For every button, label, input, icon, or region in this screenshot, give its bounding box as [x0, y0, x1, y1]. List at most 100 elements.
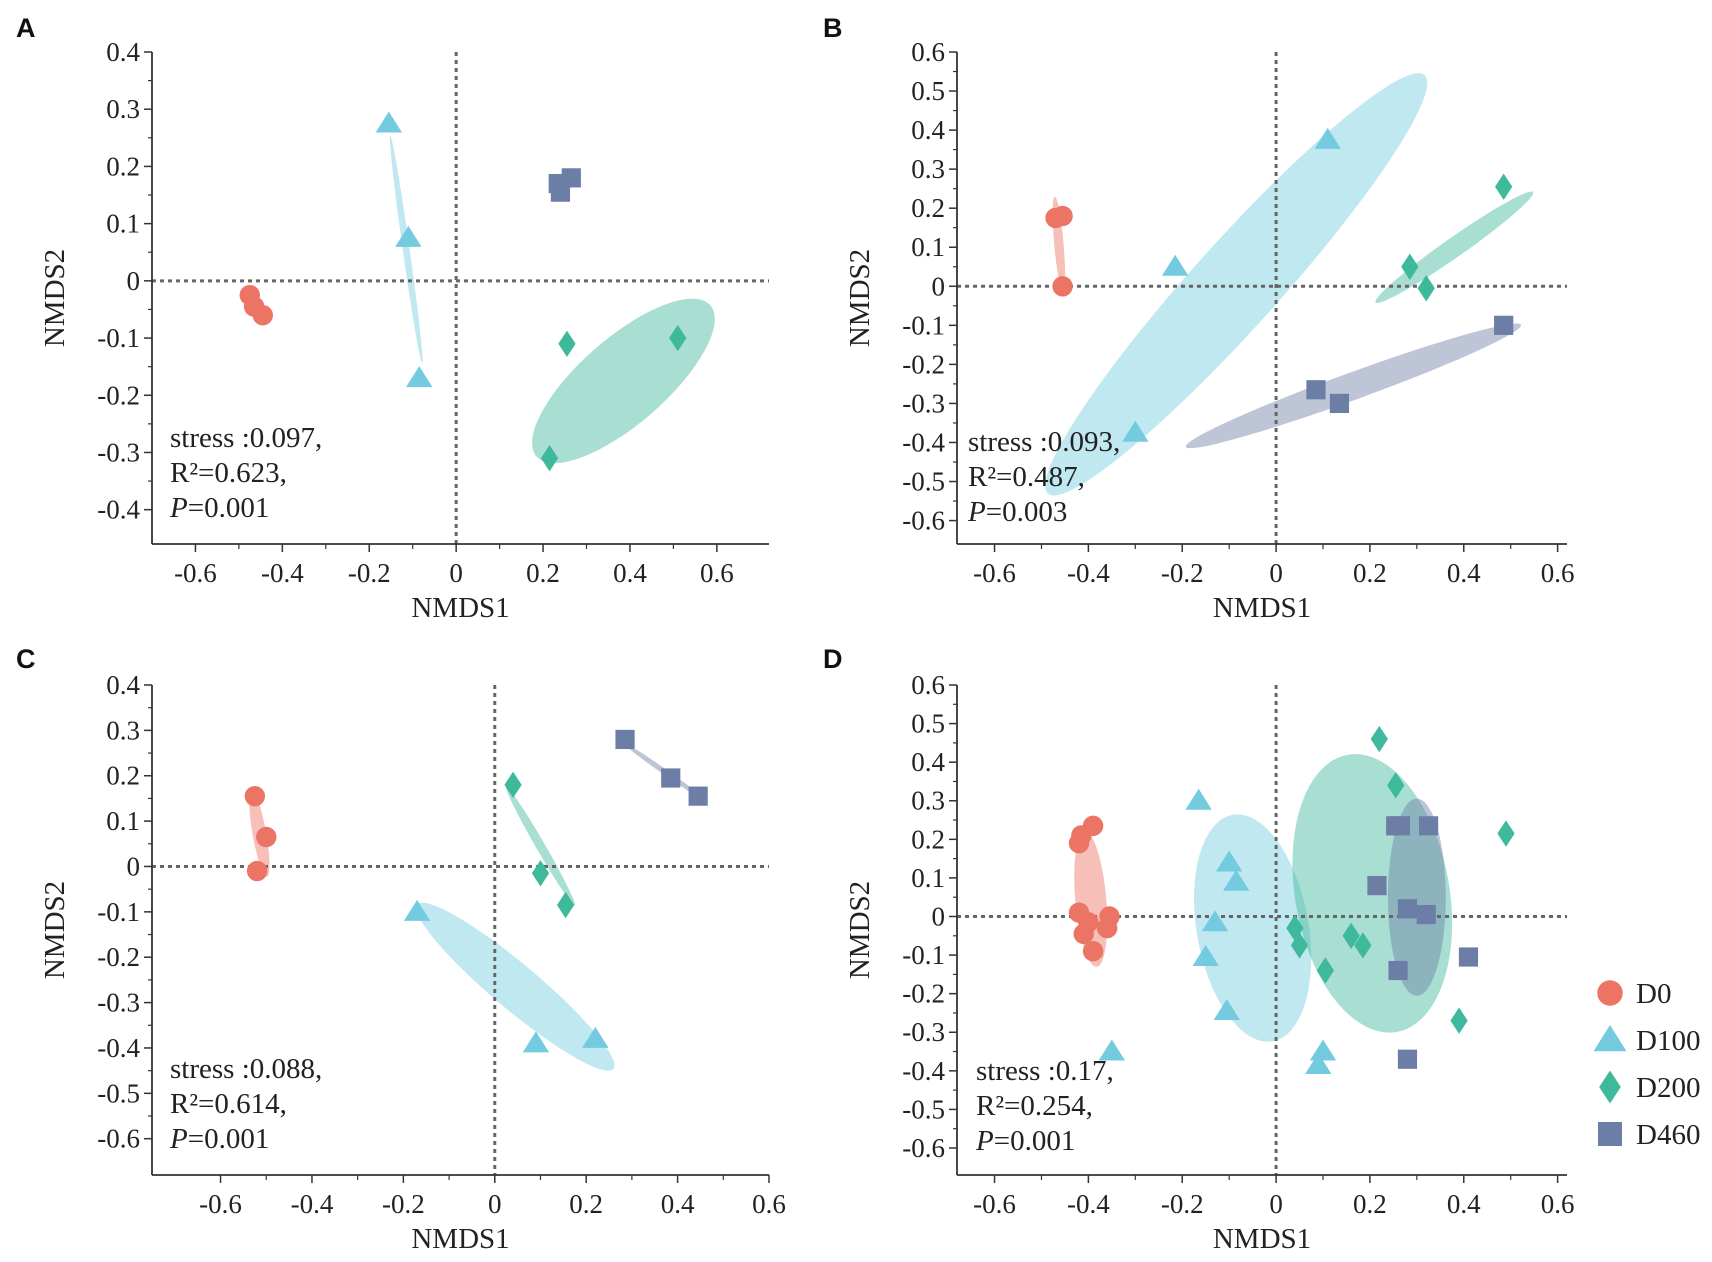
panel-a: A 0.4 0.3 0.2 0.1 0 -0.1 -0.2 -0.3 -0.4 -0.6 -0.4 -0… [16, 13, 769, 624]
legend-label: D200 [1636, 1072, 1700, 1104]
series-d460 [615, 729, 708, 806]
point-d0 [1052, 205, 1073, 227]
series-d0 [239, 284, 273, 326]
y-tick-label: -0.6 [902, 1133, 945, 1163]
y-tick-label: -0.6 [97, 1124, 140, 1154]
point-d0 [244, 785, 266, 807]
legend-item-d460: D460 [1598, 1119, 1700, 1151]
point-d460 [1418, 816, 1439, 836]
point-d460 [615, 729, 635, 750]
point-d200 [1316, 957, 1334, 984]
point-d100 [1161, 254, 1189, 276]
y-tick-label: 0.4 [911, 747, 945, 777]
y-tick-label: 0.3 [911, 154, 945, 184]
series-d460 [1306, 315, 1514, 414]
point-d200 [1354, 932, 1372, 959]
y-tick-label: 0.2 [911, 193, 945, 223]
y-tick-label: -0.3 [902, 388, 945, 418]
point-d200 [556, 891, 575, 919]
series-d100 [1122, 127, 1341, 442]
ellipse-d460 [1387, 798, 1446, 996]
point-d100 [1192, 945, 1219, 967]
panels-layer: A 0.4 0.3 0.2 0.1 0 -0.1 -0.2 -0.3 -0.4 -0.6 -0.4 -0… [16, 13, 1574, 1255]
p-value: =0.001 [188, 492, 270, 524]
legend-item-d100: D100 [1593, 1025, 1700, 1057]
point-d100 [375, 111, 403, 133]
stress-text: stress :0.088, [170, 1053, 322, 1085]
x-tick-label: -0.2 [1161, 558, 1204, 588]
point-d460 [550, 182, 571, 202]
point-d200 [1387, 772, 1405, 799]
y-tick-label: 0.3 [106, 715, 140, 745]
ellipse-d200 [1375, 191, 1534, 303]
ellipse-d200 [532, 298, 715, 464]
point-d0 [252, 304, 273, 326]
point-d460 [1367, 876, 1387, 896]
r2-text: R²=0.487, [968, 461, 1085, 493]
legend-marker-d200 [1599, 1070, 1621, 1104]
point-d460 [1416, 904, 1436, 925]
y-tick-label: -0.3 [97, 437, 140, 467]
x-tick-label: 0 [449, 558, 463, 588]
x-tick-label: -0.2 [1161, 1189, 1204, 1219]
x-tick-label: 0.4 [613, 558, 647, 588]
y-tick-label: 0.6 [911, 670, 945, 700]
y-tick-label: -0.1 [97, 323, 140, 353]
point-d200 [1290, 932, 1309, 959]
x-tick-label: 0.2 [1353, 558, 1387, 588]
y-tick-label: 0.1 [911, 232, 945, 262]
y-tick-label: 0 [932, 271, 946, 301]
y-tick-label: -0.5 [902, 1094, 945, 1124]
series-d200 [1401, 173, 1513, 302]
point-d460 [1388, 960, 1408, 981]
y-tick-label: 0.4 [106, 37, 140, 67]
x-axis-label: NMDS1 [411, 1223, 509, 1255]
ellipse-d100 [389, 135, 423, 364]
legend-label: D100 [1636, 1025, 1700, 1057]
series-d0 [244, 785, 277, 882]
point-d100 [1222, 869, 1250, 891]
y-tick-label: -0.4 [902, 427, 945, 457]
y-tick-label: 0.4 [106, 670, 140, 700]
y-tick-label: -0.3 [97, 988, 140, 1018]
p-value: =0.001 [994, 1125, 1076, 1157]
p-letter: P [967, 496, 986, 528]
x-tick-label: 0 [1269, 558, 1283, 588]
point-d100 [1215, 850, 1243, 872]
point-d0 [246, 860, 268, 882]
ellipse-d100 [1045, 73, 1428, 496]
point-d200 [1450, 1007, 1468, 1034]
y-tick-label: -0.2 [97, 942, 140, 972]
stress-text: stress :0.17, [976, 1055, 1114, 1087]
panel-b: B 0.6 0.5 0.4 0.3 0.2 0.1 0 -0.1 -0.2 -0.3 -0.4 -0.5… [823, 13, 1574, 624]
y-tick-label: 0.6 [911, 37, 945, 67]
y-tick-label: 0.1 [106, 806, 140, 836]
r2-text: R²=0.254, [976, 1090, 1093, 1122]
ellipse-d100 [416, 902, 615, 1071]
point-d200 [1401, 253, 1419, 280]
point-d200 [558, 330, 576, 357]
x-tick-label: 0.2 [1353, 1189, 1387, 1219]
y-axis-label: NMDS2 [844, 881, 876, 979]
x-tick-label: -0.2 [382, 1189, 425, 1219]
x-tick-label: -0.6 [973, 558, 1016, 588]
point-d100 [1201, 910, 1229, 932]
y-tick-label: -0.4 [902, 1056, 945, 1086]
y-tick-label: 0.5 [911, 76, 945, 106]
ellipse-d460 [1185, 323, 1522, 449]
y-tick-label: 0.1 [911, 863, 945, 893]
point-d100 [406, 366, 433, 388]
legend-item-d200: D200 [1599, 1070, 1700, 1104]
series-d0 [1068, 815, 1120, 962]
point-d100 [1314, 127, 1341, 149]
point-d100 [1305, 1053, 1332, 1075]
r2-text: R²=0.614, [170, 1088, 287, 1120]
point-d200 [1497, 820, 1515, 847]
x-tick-label: 0.2 [526, 558, 560, 588]
x-tick-label: -0.4 [1067, 558, 1110, 588]
y-tick-label: -0.2 [97, 380, 140, 410]
point-d200 [1342, 922, 1360, 949]
x-tick-label: 0.6 [752, 1189, 786, 1219]
legend-marker-d460 [1598, 1122, 1622, 1146]
